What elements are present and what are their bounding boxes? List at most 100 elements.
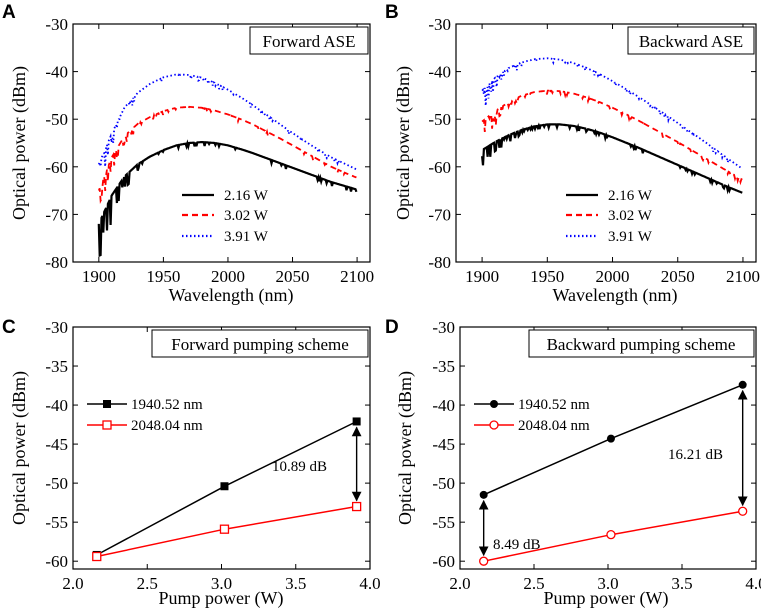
x-tick-label-c-2: 3.0 <box>211 574 232 593</box>
y-tick-label-c-4: -40 <box>45 396 68 415</box>
legend-label-a-1: 3.02 W <box>224 208 269 224</box>
y-tick-labels-b: -80 -70 -60 -50 -40 -30 <box>428 15 451 272</box>
y-tick-label-a-1: -70 <box>45 205 68 224</box>
y-tick-label-b-2: -60 <box>428 158 451 177</box>
point-d-0-2 <box>738 380 747 389</box>
panel-letter-c: C <box>2 317 16 338</box>
x-tick-label-a-4: 2100 <box>340 267 374 286</box>
x-tick-label-a-2: 2000 <box>211 267 245 286</box>
plot-area-d <box>478 380 748 566</box>
legend-label-b-2: 3.91 W <box>608 229 653 245</box>
y-axis-label-b: Optical power (dBm) <box>393 66 414 220</box>
x-tick-label-d-0: 2.0 <box>449 574 470 593</box>
legend-label-a-0: 2.16 W <box>224 188 269 204</box>
title-box-c <box>151 329 369 358</box>
y-axis-label-a: Optical power (dBm) <box>9 66 30 220</box>
x-tick-label-b-3: 2050 <box>661 267 695 286</box>
x-axis-label-d: Pump power (W) <box>544 588 669 609</box>
point-d-1-2 <box>738 506 748 516</box>
series-line-a-2 <box>97 73 357 171</box>
annotation-label-d-0: 8.49 dB <box>493 537 541 553</box>
y-tick-label-d-0: -60 <box>432 552 455 571</box>
legend-label-d-0: 1940.52 nm <box>518 397 590 413</box>
x-tick-label-b-4: 2100 <box>726 267 760 286</box>
panel-c: C 2.0 2.5 3.0 3.5 4.0 -60-55-50-45-40-35-30 … <box>2 317 381 609</box>
chart-title-d: Backward pumping scheme <box>547 335 736 354</box>
y-tick-label-c-3: -45 <box>45 435 68 454</box>
x-tick-label-a-0: 1900 <box>82 267 116 286</box>
y-axis-label-c: Optical power (dBm) <box>9 371 30 525</box>
legend-label-a-2: 3.91 W <box>224 229 269 245</box>
point-d-0-1 <box>606 434 615 443</box>
legend-label-c-1: 2048.04 nm <box>131 418 203 434</box>
x-axis-label-c: Pump power (W) <box>159 588 284 609</box>
legend-marker-d-1 <box>489 420 499 430</box>
x-tick-label-d-2: 3.0 <box>597 574 618 593</box>
point-c-0-1 <box>220 482 229 491</box>
x-tick-labels-c: 2.0 2.5 3.0 3.5 4.0 <box>62 574 380 593</box>
series-line-a-0 <box>97 139 358 258</box>
chart-title-c: Forward pumping scheme <box>171 335 349 354</box>
y-tick-label-d-6: -30 <box>432 318 455 337</box>
legend-label-b-0: 2.16 W <box>608 188 653 204</box>
plot-area-c <box>92 417 362 562</box>
y-tick-label-d-3: -45 <box>432 435 455 454</box>
panel-b: B 1900 1950 2000 2050 2100 -80 -70 -60 -50 -40 -3… <box>385 2 760 306</box>
x-tick-labels-b: 1900 1950 2000 2050 2100 <box>465 267 760 286</box>
y-tick-label-c-0: -60 <box>45 552 68 571</box>
y-tick-labels-d: -60 -55 -50 -45 -40 -35 -30 <box>432 318 455 571</box>
y-tick-label-b-5: -30 <box>428 15 451 34</box>
legend-label-c-0: 1940.52 nm <box>131 397 203 413</box>
y-tick-label-d-1: -55 <box>432 513 455 532</box>
series-line-b-0 <box>481 122 743 195</box>
plot-frame-b <box>455 23 757 263</box>
x-tick-label-d-1: 2.5 <box>523 574 544 593</box>
legend-a: 2.16 W 3.02 W 3.91 W <box>182 188 269 245</box>
y-axis-label-d: Optical power (dBm) <box>395 371 416 525</box>
panel-letter-d: D <box>385 317 399 338</box>
x-tick-label-a-1: 1950 <box>146 267 180 286</box>
panel-letter-a: A <box>2 2 16 23</box>
plot-area-b <box>481 57 743 195</box>
x-tick-label-c-4: 4.0 <box>359 574 380 593</box>
legend-c: 1940.52 nm 2048.04 nm <box>87 397 203 434</box>
title-box-a <box>249 26 369 55</box>
point-c-1-1 <box>219 524 230 534</box>
x-tick-label-b-1: 1950 <box>530 267 564 286</box>
y-tick-label-c-2: -50 <box>45 474 68 493</box>
legend-marker-d-0 <box>490 400 498 408</box>
x-axis-label-b: Wavelength (nm) <box>552 285 677 306</box>
chart-title-b: Backward ASE <box>639 32 743 51</box>
x-tick-labels-d: 2.0 2.5 3.0 3.5 4.0 <box>449 574 761 593</box>
y-tick-label-a-4: -40 <box>45 63 68 82</box>
legend-label-d-1: 2048.04 nm <box>518 418 590 434</box>
x-axis-label-a: Wavelength (nm) <box>168 285 293 306</box>
y-tick-label-c-5: -35 <box>45 357 68 376</box>
y-tick-label-b-0: -80 <box>428 253 451 272</box>
y-tick-labels-c: -60 -55 -50 -45 -40 -35 -30 <box>45 318 68 571</box>
point-c-0-2 <box>352 417 361 426</box>
x-tick-labels-a: 1900 1950 2000 2050 2100 <box>82 267 374 286</box>
y-tick-label-b-4: -40 <box>428 63 451 82</box>
y-tick-label-b-1: -70 <box>428 205 451 224</box>
x-tick-label-a-3: 2050 <box>276 267 310 286</box>
x-tick-label-b-2: 2000 <box>596 267 630 286</box>
y-tick-labels-a: -80 -70 -60 -50 -40 -30 <box>45 15 68 272</box>
x-tick-label-d-4: 4.0 <box>745 574 761 593</box>
y-tick-label-c-1: -55 <box>45 513 68 532</box>
y-tick-label-d-2: -50 <box>432 474 455 493</box>
title-box-b <box>627 26 755 55</box>
legend-marker-c-1 <box>102 420 112 430</box>
x-tick-label-b-0: 1900 <box>465 267 499 286</box>
point-d-1-1 <box>606 530 616 540</box>
y-tick-label-c-6: -30 <box>45 318 68 337</box>
panel-d: D 2.02.53.03.54.0 -60-55-50-45-40-35-30 … <box>385 317 761 609</box>
x-tick-label-d-3: 3.5 <box>671 574 692 593</box>
y-tick-label-b-3: -50 <box>428 110 451 129</box>
series-line-a-1 <box>97 105 357 205</box>
y-tick-label-a-5: -30 <box>45 15 68 34</box>
plot-frame-a <box>72 23 371 263</box>
axis-ticks-b <box>456 23 756 263</box>
y-tick-label-a-0: -80 <box>45 253 68 272</box>
